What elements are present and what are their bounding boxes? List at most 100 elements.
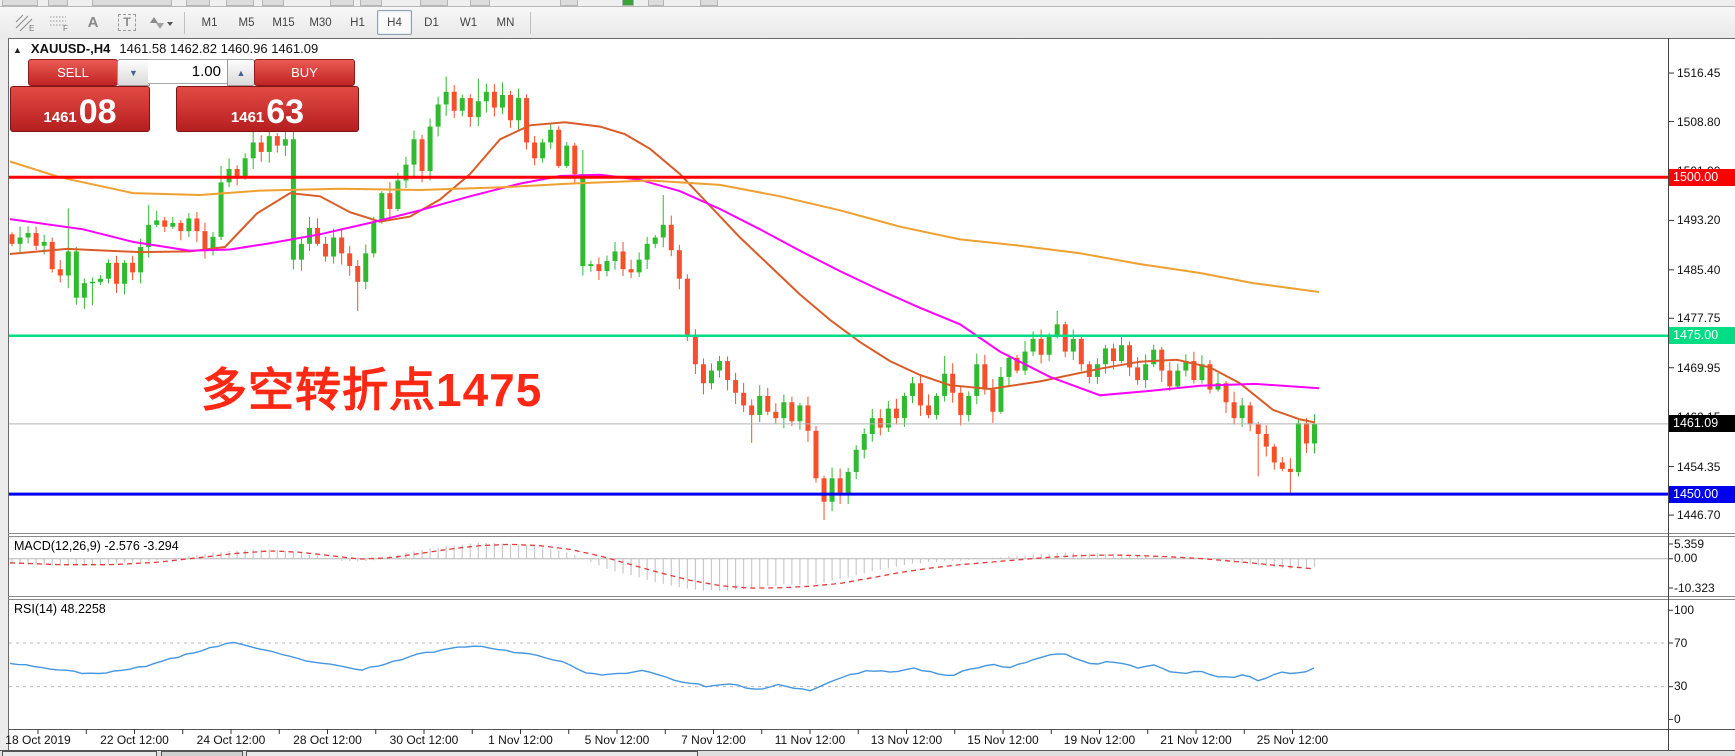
candle-body [387,193,393,209]
candle-body [596,264,602,272]
volume-input[interactable] [148,59,227,84]
candle-body [427,126,433,171]
candle-body [154,220,160,225]
candle-body [909,383,915,396]
candle-body [612,251,618,261]
ma-mid-line [9,173,1320,397]
timeframe-button-m15[interactable]: M15 [272,16,295,29]
timeframe-button-h4[interactable]: H4 [377,10,412,35]
candlestick-series [9,76,1317,521]
cutoff-upper-toolbar [0,0,1735,7]
timeframe-button-mn[interactable]: MN [496,16,515,29]
buy-button[interactable]: BUY [254,59,355,86]
candle-body [266,136,272,152]
candle-body [97,278,103,282]
candle-body [451,91,457,111]
candle-body [620,251,626,270]
candle-body [467,98,473,118]
candle-body [564,145,570,166]
candle-body [403,164,409,181]
cutoff-window-tab [2,751,157,756]
time-axis-label: 7 Nov 12:00 [681,733,746,747]
toolbar-separator [530,11,531,34]
candle-body [234,169,240,178]
time-axis-label: 19 Nov 12:00 [1063,733,1136,747]
candle-body [1287,468,1293,472]
candle-body [757,395,763,415]
candle-body [877,418,883,428]
time-axis-label: 11 Nov 12:00 [774,733,846,747]
candle-body [789,402,795,422]
candle-body [556,129,562,166]
time-axis-label: 25 Nov 12:00 [1256,733,1329,747]
candle-body [998,376,1004,412]
timeframe-button-h1[interactable]: H1 [350,16,365,29]
timeframe-button-d1[interactable]: D1 [424,16,439,29]
candle-body [668,224,674,251]
candle-body [1102,348,1108,365]
text-icon[interactable]: A [87,14,99,31]
candle-body [1231,402,1237,419]
sell-button[interactable]: SELL [28,59,118,86]
candle-body [869,418,875,434]
price-tick-label: 1477.75 [1677,311,1721,326]
candle-body [990,389,996,412]
candle-body [853,449,859,472]
candle-body [684,278,690,336]
price-tick-label: 1454.35 [1677,459,1721,474]
candle-body [700,364,706,384]
equidistant-channel-icon[interactable]: E [9,9,41,36]
candle-body [1135,367,1141,381]
candle-body [1207,364,1213,390]
candle-body [379,193,385,222]
candle-body [315,227,321,244]
candle-body [540,142,546,159]
buy-price-pips: 63 [266,93,305,131]
candle-body [65,251,71,276]
candle-body [105,262,111,279]
text-label-icon[interactable]: T [111,9,143,36]
candle-body [499,94,505,108]
cutoff-toolbar-fragment [186,0,210,6]
candle-body [901,395,907,419]
candle-body [805,405,811,431]
candle-body [966,395,972,415]
candle-body [435,104,441,127]
candle-body [459,98,465,111]
timeframe-button-w1[interactable]: W1 [459,16,478,29]
timeframe-button-m5[interactable]: M5 [238,16,255,29]
candle-body [81,283,87,298]
candle-body [395,180,401,209]
candle-body [170,222,176,227]
pivot-1475-badge: 1475.00 [1669,327,1735,345]
price-tick-label: 1516.45 [1677,66,1721,81]
timeframe-button-m1[interactable]: M1 [201,16,218,29]
candle-body [982,364,988,390]
candle-body [516,98,522,121]
candle-body [1279,462,1285,469]
fibonacci-icon[interactable]: F [43,9,75,36]
cutoff-window-tab [161,751,243,756]
volume-decrease-button[interactable]: ▼ [117,59,150,86]
collapse-panel-arrow[interactable]: ▲ [13,45,22,55]
timeframe-button-m30[interactable]: M30 [309,16,332,29]
buy-price-panel[interactable]: 1461 63 [176,86,359,132]
candle-body [186,218,192,232]
candle-body [1271,446,1277,463]
arrow-styles-icon[interactable] [145,9,177,36]
chart-text-annotation[interactable]: 多空转折点1475 [201,364,543,416]
resistance-1500-badge: 1500.00 [1669,168,1735,186]
candle-body [765,395,771,412]
candle-body [692,335,698,365]
volume-increase-button[interactable]: ▲ [227,59,255,86]
svg-text:E: E [29,24,34,32]
sell-price-panel[interactable]: 1461 08 [10,86,150,132]
candle-body [89,281,95,284]
sell-price-pips: 08 [78,93,117,131]
price-tick-label: 1493.20 [1677,213,1721,228]
candle-body [644,243,650,260]
candle-body [749,405,755,415]
candle-body [1094,364,1100,377]
macd-indicator-label: MACD(12,26,9) -2.576 -3.294 [14,539,179,553]
candle-body [781,402,787,419]
